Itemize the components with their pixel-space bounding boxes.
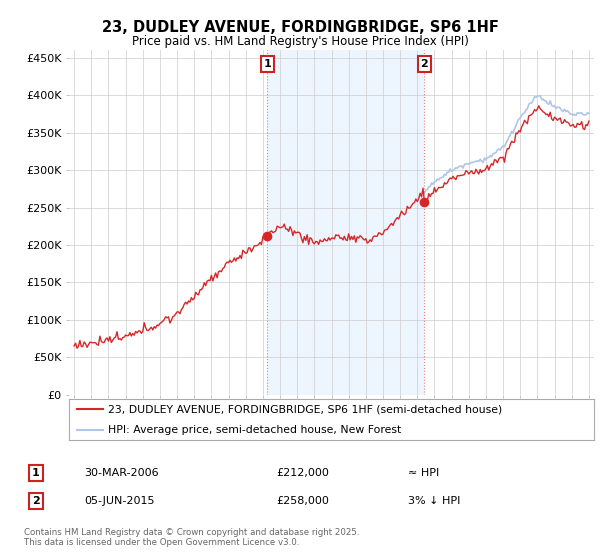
Text: HPI: Average price, semi-detached house, New Forest: HPI: Average price, semi-detached house,… (109, 424, 401, 435)
Text: ≈ HPI: ≈ HPI (408, 468, 439, 478)
Text: 2: 2 (421, 59, 428, 69)
Text: £258,000: £258,000 (276, 496, 329, 506)
Text: 23, DUDLEY AVENUE, FORDINGBRIDGE, SP6 1HF: 23, DUDLEY AVENUE, FORDINGBRIDGE, SP6 1H… (101, 20, 499, 35)
Text: 23, DUDLEY AVENUE, FORDINGBRIDGE, SP6 1HF (semi-detached house): 23, DUDLEY AVENUE, FORDINGBRIDGE, SP6 1H… (109, 404, 503, 414)
Text: 30-MAR-2006: 30-MAR-2006 (84, 468, 158, 478)
Text: 2: 2 (32, 496, 40, 506)
Text: Contains HM Land Registry data © Crown copyright and database right 2025.
This d: Contains HM Land Registry data © Crown c… (24, 528, 359, 547)
Text: Price paid vs. HM Land Registry's House Price Index (HPI): Price paid vs. HM Land Registry's House … (131, 35, 469, 48)
Text: 1: 1 (263, 59, 271, 69)
Text: 1: 1 (32, 468, 40, 478)
Bar (267, 50, 424, 395)
Text: 05-JUN-2015: 05-JUN-2015 (84, 496, 155, 506)
Text: 3% ↓ HPI: 3% ↓ HPI (408, 496, 460, 506)
Text: £212,000: £212,000 (276, 468, 329, 478)
